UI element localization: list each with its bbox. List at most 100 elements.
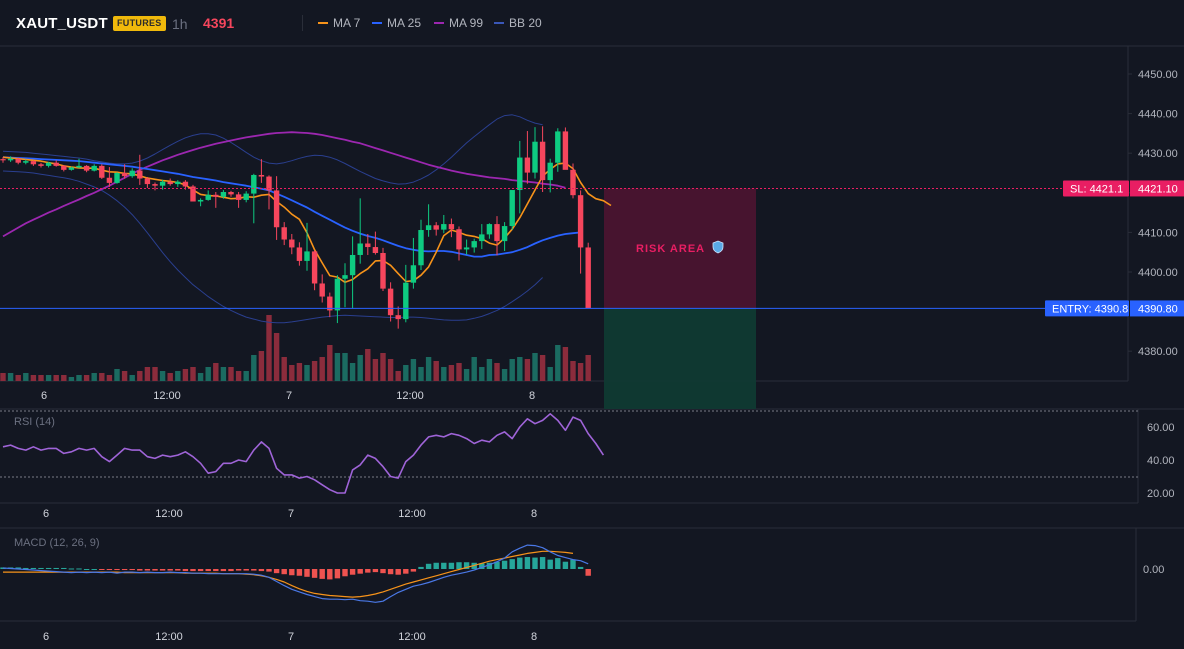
price-tick-label: 4450.00 <box>1138 69 1178 81</box>
candle-body <box>121 173 128 177</box>
macd-histogram-bar <box>319 569 325 579</box>
candle-body <box>45 162 52 166</box>
volume-bar <box>15 375 21 381</box>
volume-bar <box>334 353 341 381</box>
macd-histogram-bar <box>425 563 432 569</box>
volume-bar <box>129 375 135 381</box>
macd-histogram-bar <box>213 569 219 572</box>
macd-histogram-bar <box>243 569 249 571</box>
macd-histogram-bar <box>577 566 584 569</box>
macd-histogram-bar <box>494 561 500 569</box>
legend-ma99[interactable]: MA 99 <box>434 16 483 30</box>
volume-bar <box>23 373 29 381</box>
candle-body <box>357 243 363 255</box>
rsi-tick-label: 40.00 <box>1147 455 1175 467</box>
volume-bar <box>228 367 234 381</box>
candle-body <box>144 178 151 185</box>
macd-histogram-bar <box>15 567 21 569</box>
sl-price-bg <box>1130 180 1184 197</box>
candle-body <box>380 252 386 289</box>
macd-line <box>2 544 589 603</box>
rsi-tick-label: 20.00 <box>1147 488 1175 500</box>
ma25-swatch <box>372 22 382 24</box>
volume-bar <box>99 373 105 381</box>
candle-body <box>327 296 333 311</box>
candle-body <box>319 283 325 297</box>
macd-histogram-bar <box>311 569 318 578</box>
volume-bar <box>547 367 553 381</box>
candle-body <box>296 247 303 261</box>
volume-bar <box>167 373 173 381</box>
volume-bar <box>441 367 447 381</box>
volume-bar <box>387 359 394 381</box>
ma99-swatch <box>434 22 444 24</box>
macd-histogram-bar <box>418 566 424 569</box>
volume-bar <box>403 365 409 381</box>
macd-histogram-bar <box>387 569 394 575</box>
macd-histogram-bar <box>562 561 569 569</box>
candle-body <box>38 164 44 166</box>
candle-body <box>494 224 500 242</box>
sl-tag-bg <box>1063 180 1129 197</box>
candle-body <box>197 199 204 202</box>
legend-ma25[interactable]: MA 25 <box>372 16 421 30</box>
price-tick-label: 4410.00 <box>1138 227 1178 239</box>
macd-histogram-bar <box>441 562 447 569</box>
candle-body <box>403 282 409 320</box>
price-tick-label: 4440.00 <box>1138 109 1178 121</box>
macd-histogram-bar <box>83 569 90 570</box>
candle-body <box>448 224 455 230</box>
time-tick-label: 8 <box>531 508 537 520</box>
macd-histogram-bar <box>509 559 515 569</box>
macd-histogram-bar <box>532 557 538 569</box>
candle-body <box>418 230 424 266</box>
macd-histogram-bar <box>334 569 341 579</box>
volume-bar <box>273 333 280 381</box>
candle-body <box>258 174 265 177</box>
candle-body <box>243 193 249 200</box>
volume-bar <box>137 371 143 381</box>
volume-bar <box>281 357 287 381</box>
candle-body <box>30 161 37 165</box>
volume-bar <box>555 345 561 381</box>
sl-price-label: 4421.10 <box>1138 183 1178 195</box>
volume-bar <box>494 363 500 381</box>
time-tick-label: 7 <box>288 508 294 520</box>
volume-bar <box>304 365 310 381</box>
macd-histogram-bar <box>228 569 234 572</box>
legend-bb20[interactable]: BB 20 <box>494 16 542 30</box>
macd-histogram-bar <box>570 559 576 569</box>
volume-bar <box>311 361 318 381</box>
volume-bar <box>327 345 333 381</box>
entry-tag-label: ENTRY: 4390.8 <box>1052 303 1128 315</box>
candle-body <box>372 247 379 253</box>
time-tick-label: 7 <box>288 631 294 643</box>
volume-bar <box>83 375 90 381</box>
volume-bar <box>38 375 44 381</box>
macd-histogram-bar <box>106 569 113 571</box>
time-tick-label: 8 <box>531 631 537 643</box>
macd-histogram-bar <box>479 563 485 569</box>
candle-body <box>517 157 523 191</box>
candle-body <box>220 192 227 197</box>
volume-bar <box>433 361 439 381</box>
candle-body <box>53 162 59 166</box>
macd-histogram-bar <box>91 569 97 570</box>
symbol-title[interactable]: XAUT_USDT <box>16 15 108 32</box>
macd-histogram-bar <box>433 562 439 569</box>
macd-title: MACD (12, 26, 9) <box>14 537 100 549</box>
timeframe-label[interactable]: 1h <box>172 16 188 32</box>
legend-ma7[interactable]: MA 7 <box>318 16 360 30</box>
candle-body <box>311 251 318 284</box>
volume-bar <box>121 371 128 381</box>
candle-body <box>349 254 356 276</box>
candle-body <box>152 184 158 186</box>
volume-bar <box>144 367 151 381</box>
time-tick-label: 6 <box>41 390 47 402</box>
candle-body <box>7 158 14 161</box>
candle-body <box>509 190 515 227</box>
volume-bar <box>68 377 75 381</box>
macd-histogram-bar <box>182 569 189 572</box>
macd-histogram-bar <box>114 569 120 571</box>
